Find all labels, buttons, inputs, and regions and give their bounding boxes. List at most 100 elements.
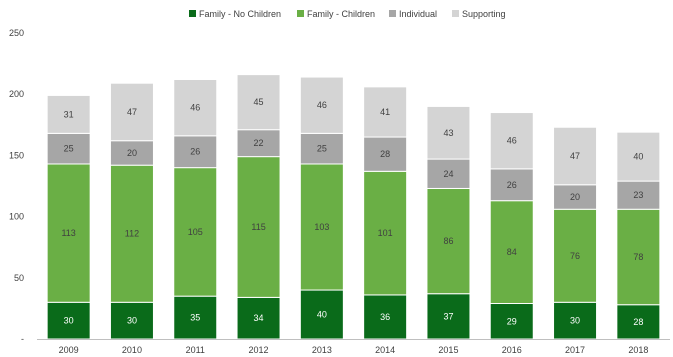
- data-label: 40: [317, 310, 327, 320]
- bar-segment: [489, 200, 534, 305]
- bar-stack-2012: 34 115 22 45: [236, 74, 281, 340]
- data-label: 25: [317, 144, 327, 154]
- bar-stack-2017: 30 76 20 47: [553, 126, 598, 340]
- x-tick-label: 2010: [122, 345, 142, 355]
- bar-segment: [616, 208, 661, 306]
- bar-segment: [299, 163, 344, 291]
- bar-stack-2013: 40 103 25 46: [299, 76, 344, 340]
- x-tick-label: 2017: [565, 345, 585, 355]
- data-label: 30: [127, 316, 137, 326]
- legend-item: Supporting: [452, 9, 506, 19]
- data-label: 43: [443, 128, 453, 138]
- y-axis: - 50 100 150 200 250: [9, 28, 24, 344]
- data-label: 41: [380, 107, 390, 117]
- bar-segment: [109, 140, 154, 166]
- legend: Family - No Children Family - Children Ind…: [189, 9, 506, 19]
- bar-segment: [46, 163, 91, 303]
- data-label: 40: [633, 152, 643, 162]
- bar-segment: [109, 164, 154, 303]
- bar-stack-2018: 28 78 23 40: [616, 131, 661, 340]
- data-label: 112: [125, 229, 139, 239]
- data-label: 26: [190, 147, 200, 157]
- bar-segment: [426, 158, 471, 189]
- bar-segment: [489, 303, 534, 340]
- data-label: 113: [61, 228, 75, 238]
- bar-stack-2014: 36 101 28 41: [363, 86, 408, 340]
- x-tick-label: 2015: [438, 345, 458, 355]
- data-label: 105: [188, 227, 203, 237]
- data-label: 22: [254, 138, 264, 148]
- data-label: 31: [64, 109, 74, 119]
- data-label: 84: [507, 247, 517, 257]
- bar-stack-2016: 29 84 26 46: [489, 112, 534, 340]
- y-tick-label: 200: [9, 89, 24, 99]
- legend-label: Family - No Children: [199, 9, 281, 19]
- data-label: 25: [64, 144, 74, 154]
- data-label: 28: [380, 149, 390, 159]
- y-tick-label: -: [21, 334, 24, 344]
- bar-segment: [363, 86, 408, 138]
- y-tick-label: 150: [9, 150, 24, 160]
- data-label: 28: [633, 317, 643, 327]
- data-label: 46: [507, 136, 517, 146]
- bar-segment: [616, 131, 661, 182]
- data-label: 26: [507, 180, 517, 190]
- x-tick-label: 2013: [312, 345, 332, 355]
- bar-stack-2011: 35 105 26 46: [173, 79, 218, 340]
- data-label: 24: [443, 169, 453, 179]
- legend-swatch: [452, 10, 459, 17]
- x-tick-label: 2014: [375, 345, 395, 355]
- legend-item: Family - No Children: [189, 9, 281, 19]
- bar-segment: [173, 79, 218, 137]
- data-label: 46: [190, 103, 200, 113]
- x-tick-label: 2009: [59, 345, 79, 355]
- data-label: 20: [127, 148, 137, 158]
- x-tick-label: 2016: [502, 345, 522, 355]
- legend-item: Family - Children: [297, 9, 375, 19]
- data-label: 23: [633, 190, 643, 200]
- data-label: 45: [254, 97, 264, 107]
- legend-swatch: [389, 10, 396, 17]
- bar-segment: [173, 135, 218, 169]
- bar-segment: [363, 294, 408, 340]
- legend-swatch: [189, 10, 196, 17]
- x-axis: 2009 2010 2011 2012 2013 2014 2015 2016 2017 2018: [37, 339, 670, 355]
- data-label: 30: [570, 316, 580, 326]
- data-label: 34: [254, 313, 264, 323]
- bar-stack-2015: 37 86 24 43: [426, 105, 471, 340]
- data-label: 35: [190, 313, 200, 323]
- bar-segment: [46, 94, 91, 134]
- data-label: 76: [570, 251, 580, 261]
- x-tick-label: 2012: [249, 345, 269, 355]
- bars: 30 113 25 31 30 112 20 47 35 105 26 46 34 115 22 45 40 10…: [46, 74, 661, 340]
- bar-segment: [236, 129, 281, 158]
- bar-segment: [553, 184, 598, 210]
- data-label: 86: [443, 236, 453, 246]
- data-label: 78: [633, 252, 643, 262]
- bar-segment: [173, 167, 218, 297]
- data-label: 47: [570, 151, 580, 161]
- data-label: 37: [443, 311, 453, 321]
- bar-segment: [299, 132, 344, 165]
- x-tick-label: 2011: [186, 345, 205, 355]
- bar-segment: [426, 105, 471, 160]
- bar-segment: [363, 136, 408, 172]
- bar-segment: [109, 82, 154, 142]
- legend-label: Individual: [399, 9, 437, 19]
- legend-item: Individual: [389, 9, 437, 19]
- data-label: 47: [127, 107, 137, 117]
- bar-segment: [553, 126, 598, 186]
- bar-segment: [299, 76, 344, 134]
- data-label: 103: [314, 222, 329, 232]
- legend-label: Supporting: [462, 9, 506, 19]
- data-label: 30: [64, 316, 74, 326]
- bar-stack-2010: 30 112 20 47: [109, 82, 154, 340]
- x-tick-label: 2018: [628, 345, 648, 355]
- data-label: 101: [378, 228, 393, 238]
- data-label: 29: [507, 316, 517, 326]
- bar-segment: [236, 74, 281, 131]
- legend-label: Family - Children: [307, 9, 375, 19]
- bar-segment: [426, 187, 471, 295]
